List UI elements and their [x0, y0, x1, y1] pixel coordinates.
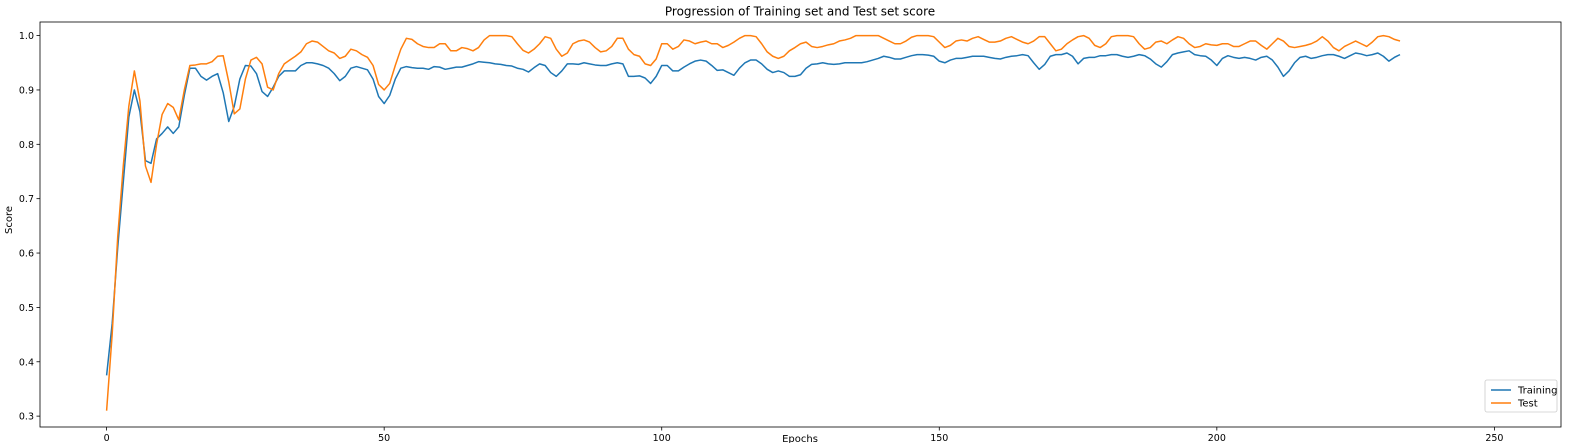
y-tick-label: 1.0 — [19, 31, 34, 42]
series-line-test — [105, 34, 1401, 411]
y-tick-label: 0.5 — [19, 303, 34, 314]
x-axis-label: Epochs — [782, 434, 818, 443]
plot-frame — [39, 21, 1562, 428]
y-tick-label: 0.4 — [19, 357, 34, 368]
y-tick-label: 0.3 — [19, 412, 34, 423]
x-tick-label: 50 — [378, 433, 390, 443]
x-tick-label: 100 — [653, 433, 671, 443]
legend-label-training: Training — [1517, 386, 1557, 397]
legend-label-test: Test — [1517, 399, 1538, 410]
y-tick-label: 0.6 — [19, 249, 34, 260]
x-tick-label: 200 — [1208, 433, 1226, 443]
legend-box — [1484, 379, 1558, 413]
y-axis-label: Score — [4, 206, 15, 234]
y-tick-label: 0.9 — [19, 85, 34, 96]
series-line-training — [105, 50, 1401, 376]
y-tick-label: 0.8 — [19, 140, 34, 151]
x-tick-label: 0 — [104, 433, 110, 443]
chart-title: Progression of Training set and Test set… — [665, 5, 935, 19]
legend: Training Test — [1484, 379, 1558, 413]
x-tick-label: 150 — [930, 433, 948, 443]
y-tick-label: 0.7 — [19, 194, 34, 205]
x-tick-label: 250 — [1485, 433, 1503, 443]
